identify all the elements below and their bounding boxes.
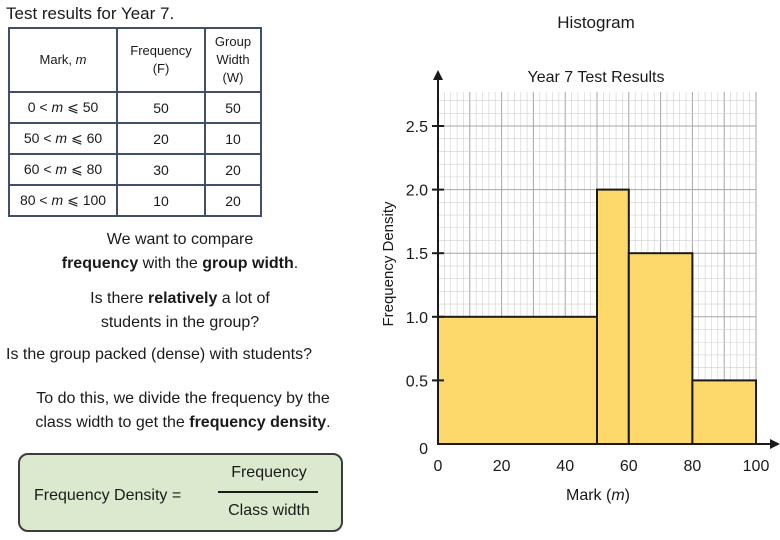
y-tick-label: 2.0 [406,183,428,200]
y-tick-label: 2.5 [406,119,428,136]
page-title: Test results for Year 7. [6,4,175,23]
y-axis-label: Frequency Density [380,201,397,327]
header-group-width: Group Width (W) [204,27,262,93]
frequency-cell: 20 [116,122,206,155]
dense-question: Is the group packed (dense) with student… [6,346,312,363]
method-paragraph: To do this, we divide the frequency by t… [35,390,331,431]
width-cell: 20 [204,153,262,186]
frequency-cell: 30 [116,153,206,186]
frequency-cell: 50 [116,91,206,124]
x-axis-label: Mark (m) [566,487,630,504]
chart-title: Year 7 Test Results [528,69,665,86]
width-cell: 10 [204,122,262,155]
y-axis-arrow-icon [433,70,443,80]
frequency-cell: 10 [116,184,206,217]
x-tick-label: 0 [434,458,443,475]
histogram-bar [437,315,598,445]
x-tick-label: 20 [493,458,511,475]
x-tick-label: 40 [556,458,574,475]
y-tick-label: 0.5 [406,373,428,390]
x-tick-label: 60 [620,458,638,475]
frequency-table: Mark, m Frequency (F) Group Width (W) 0 < m… [8,27,262,217]
width-cell: 20 [204,184,262,217]
relative-question: Is there relatively a lot of students in… [90,290,270,331]
formula-numerator: Frequency [231,464,307,481]
table-row: 50 < m ⩽ 60 20 10 [8,122,262,155]
x-tick-label: 100 [743,458,770,475]
mark-interval: 50 < m ⩽ 60 [8,122,118,155]
table-row: 60 < m ⩽ 80 30 20 [8,153,262,186]
fraction-bar [218,491,318,493]
histogram-chart: 0 0.5 1.0 1.5 2.0 2.5 0 20 40 60 80 100 Histogram Yea… [380,13,780,504]
y-tick-label: 0 [419,441,428,458]
table-row: 0 < m ⩽ 50 50 50 [8,91,262,124]
y-tick-label: 1.5 [406,246,428,263]
histogram-bar [596,188,630,445]
histogram-bar [627,252,694,445]
compare-paragraph: We want to compare frequency with the gr… [61,231,299,272]
histogram-bar [691,379,757,445]
y-tick-label: 1.0 [406,310,428,327]
width-cell: 50 [204,91,262,124]
mark-interval: 0 < m ⩽ 50 [8,91,118,124]
mark-interval: 80 < m ⩽ 100 [8,184,118,217]
header-frequency: Frequency (F) [116,27,206,93]
formula-box: Frequency Density = Frequency Class widt… [18,453,343,532]
x-axis-arrow-icon [770,439,780,449]
table-row: 80 < m ⩽ 100 10 20 [8,184,262,217]
mark-interval: 60 < m ⩽ 80 [8,153,118,186]
x-tick-label: 80 [684,458,702,475]
chart-heading: Histogram [557,13,634,32]
formula-lhs: Frequency Density = [34,487,182,504]
formula-denominator: Class width [228,502,310,519]
header-mark: Mark, m [8,27,118,93]
